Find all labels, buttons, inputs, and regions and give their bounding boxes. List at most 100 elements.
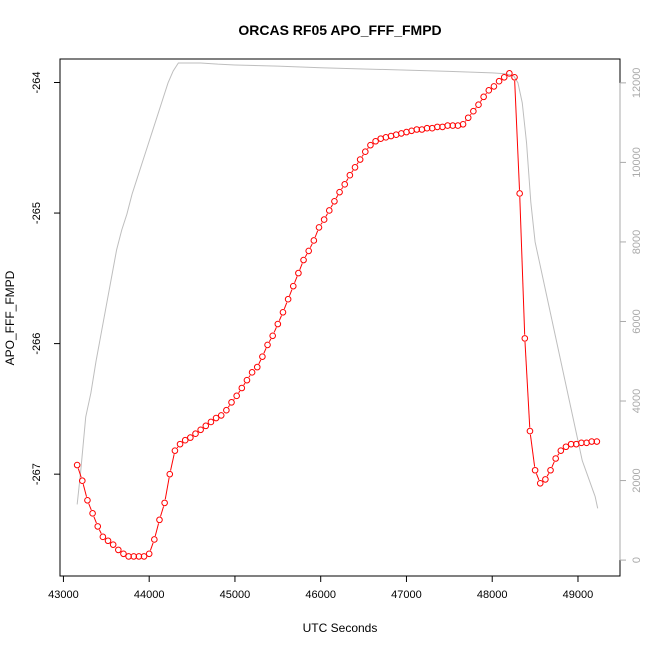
series-segment <box>335 195 339 199</box>
x-tick-label: 44000 <box>134 589 165 601</box>
data-point <box>212 414 220 422</box>
data-point <box>181 436 189 444</box>
data-point <box>192 430 199 437</box>
data-point <box>145 550 153 558</box>
data-point <box>295 269 302 277</box>
series-segment <box>320 222 323 225</box>
series-segment <box>475 107 477 109</box>
data-point <box>176 440 184 448</box>
data-point <box>325 207 333 214</box>
series-segment <box>149 542 154 551</box>
data-point <box>310 237 318 244</box>
data-point <box>361 148 369 155</box>
series-segment <box>529 434 536 467</box>
plot-frame <box>59 58 621 577</box>
series-segment <box>93 516 97 524</box>
series-segment <box>248 375 251 378</box>
series-segment <box>288 289 293 297</box>
data-point <box>171 447 179 454</box>
y-axis: -267 -266 -265 -264 <box>31 71 61 485</box>
series-segment <box>551 461 555 468</box>
series-segment <box>346 178 349 182</box>
right-y-tick-label: 4000 <box>631 389 643 413</box>
series-segment <box>268 338 272 343</box>
data-point <box>459 120 467 128</box>
data-point <box>89 510 96 517</box>
data-point <box>156 516 163 524</box>
data-point <box>562 443 570 451</box>
data-point <box>351 164 359 171</box>
data-point <box>485 87 493 94</box>
data-point <box>187 434 194 441</box>
data-point <box>269 332 276 340</box>
data-point <box>289 282 297 290</box>
data-point <box>315 224 323 231</box>
right-y-tick-label: 8000 <box>631 230 643 254</box>
data-point <box>94 523 102 530</box>
data-point <box>217 412 225 419</box>
x-tick-label: 49000 <box>563 589 594 601</box>
data-point <box>274 320 282 328</box>
series-segment <box>464 120 467 122</box>
series-segment <box>367 147 369 150</box>
data-point <box>500 73 508 81</box>
series-segment <box>154 523 160 537</box>
y-tick-label: -266 <box>31 333 43 355</box>
data-point <box>99 533 107 541</box>
series-segment <box>294 276 298 284</box>
series-segment <box>170 454 175 471</box>
right-y-tick-label: 10000 <box>631 147 643 178</box>
series-segment <box>299 263 303 270</box>
data-point <box>264 341 271 349</box>
data-point <box>547 466 554 474</box>
data-point <box>115 546 122 554</box>
right-y-tick-label: 0 <box>631 557 643 563</box>
x-tick-label: 47000 <box>391 589 422 601</box>
series-segment <box>314 230 319 238</box>
series-segment <box>524 341 531 428</box>
data-point <box>166 470 174 478</box>
data-point <box>233 392 240 400</box>
y-tick-label: -264 <box>31 71 43 93</box>
data-point <box>552 455 559 462</box>
data-point <box>495 77 503 85</box>
series-segment <box>470 113 472 116</box>
series-segment <box>258 359 262 365</box>
data-point <box>300 256 307 264</box>
data-point <box>305 247 312 255</box>
data-point <box>367 141 374 149</box>
series-segment <box>351 170 354 173</box>
x-axis: 43000 44000 45000 46000 47000 48000 49000 <box>48 575 594 601</box>
data-point <box>279 308 287 316</box>
series-segment <box>480 99 483 102</box>
data-point <box>253 363 261 371</box>
x-tick-label: 48000 <box>477 589 508 601</box>
data-point <box>104 537 112 545</box>
data-point <box>557 447 565 454</box>
data-point <box>542 476 549 483</box>
series-segment <box>485 92 487 95</box>
data-point <box>84 496 91 504</box>
data-point <box>109 541 117 548</box>
right-y-tick-label: 6000 <box>631 309 643 333</box>
series-segment <box>77 468 82 478</box>
x-tick-label: 43000 <box>48 589 79 601</box>
data-point <box>320 216 328 223</box>
series-segment <box>273 327 277 333</box>
data-point <box>140 553 148 560</box>
data-point <box>475 101 482 108</box>
series-segment <box>546 473 550 477</box>
series-segment <box>243 382 246 386</box>
series-segment <box>82 484 88 497</box>
data-point <box>228 399 235 406</box>
series-segment <box>514 80 521 190</box>
data-point <box>464 114 472 122</box>
series-segment <box>356 162 359 165</box>
data-point <box>284 295 292 303</box>
series-segment <box>227 405 230 408</box>
data-point <box>490 83 498 90</box>
y-tick-label: -267 <box>31 463 43 485</box>
data-point <box>480 93 487 101</box>
data-point <box>238 384 246 392</box>
